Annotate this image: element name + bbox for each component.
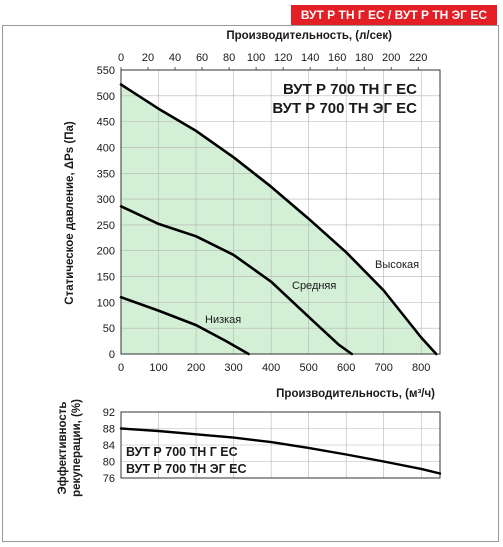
bottom-axis-title: Производительность, (м³/ч) (276, 388, 435, 400)
x-tick-label: 600 (337, 362, 355, 374)
x-tick-label: 300 (224, 362, 242, 374)
x2-tick-label: 200 (382, 52, 400, 64)
x-tick-label: 200 (187, 362, 205, 374)
y-tick-label: 0 (109, 349, 115, 361)
y-tick-label: 450 (97, 117, 115, 129)
x2-tick-label: 180 (355, 52, 373, 64)
x2-tick-label: 20 (142, 52, 154, 64)
curve-medium (119, 205, 354, 356)
curve-label-medium: Средняя (292, 280, 336, 292)
top-axis-title: Производительность, (л/сек) (226, 30, 392, 42)
x2-tick-label: 160 (328, 52, 346, 64)
x2-tick-label: 0 (118, 52, 124, 64)
model-title-line-1: ВУТ Р 700 ТН Г ЕС (283, 81, 417, 98)
operating-area (121, 84, 437, 354)
y-tick-label: 250 (97, 220, 115, 232)
curve-label-high: Высокая (375, 259, 419, 271)
upper-ticks: 0 100 200 300 400 500 600 700 800050100150200250… (97, 52, 431, 374)
x2-tick-label: 80 (223, 52, 235, 64)
y-tick-label: 50 (103, 323, 115, 335)
efficiency-model-line-2: ВУТ Р 700 ТН ЭГ ЕС (126, 462, 247, 476)
x2-tick-label: 60 (196, 52, 208, 64)
upper-curves (119, 83, 438, 356)
curve-label-low: Низкая (205, 314, 241, 326)
efficiency-tick-label: 84 (103, 440, 115, 452)
y-tick-label: 500 (97, 91, 115, 103)
y-tick-label: 400 (97, 142, 115, 154)
x-tick-label: 500 (299, 362, 317, 374)
y-tick-label: 100 (97, 297, 115, 309)
y-tick-label: 350 (97, 168, 115, 180)
upper-plot-area (120, 69, 441, 355)
upper-chart-grid (120, 69, 440, 355)
lower-ticks: 76 80 84 88 92 (103, 407, 115, 485)
x2-tick-label: 100 (247, 52, 265, 64)
y-axis-title: Статическое давление, ΔPs (Па) (64, 121, 76, 305)
y-tick-label: 200 (97, 246, 115, 258)
efficiency-tick-label: 76 (103, 473, 115, 485)
x-tick-label: 100 (149, 362, 167, 374)
lower-curves (119, 427, 442, 475)
efficiency-axis-title-line-1: Эффективность (57, 402, 69, 495)
efficiency-model-line-1: ВУТ Р 700 ТН Г ЕС (126, 445, 238, 459)
curve-high (119, 83, 438, 356)
efficiency-tick-label: 92 (103, 407, 115, 419)
curve-efficiency (119, 427, 442, 475)
y-tick-label: 300 (97, 194, 115, 206)
x-tick-label: 0 (118, 362, 124, 374)
y-tick-label: 550 (97, 65, 115, 77)
x2-tick-label: 140 (301, 52, 319, 64)
x2-tick-label: 40 (169, 52, 181, 64)
chart-frame (2, 25, 499, 542)
x-tick-label: 700 (375, 362, 393, 374)
efficiency-tick-label: 80 (103, 457, 115, 469)
y-tick-label: 150 (97, 272, 115, 284)
lower-plot-area (120, 411, 441, 479)
curve-low (119, 295, 250, 356)
model-title-line-2: ВУТ Р 700 ТН ЭГ ЕС (272, 100, 417, 117)
model-badge: ВУТ Р ТН Г ЕС / ВУТ Р ТН ЭГ ЕС (290, 5, 497, 25)
x-tick-label: 400 (262, 362, 280, 374)
x2-tick-label: 220 (409, 52, 427, 64)
efficiency-axis-title-line-2: рекуперации, (%) (71, 399, 83, 497)
efficiency-tick-label: 88 (103, 424, 115, 436)
x-tick-label: 800 (412, 362, 430, 374)
x2-tick-label: 120 (274, 52, 292, 64)
